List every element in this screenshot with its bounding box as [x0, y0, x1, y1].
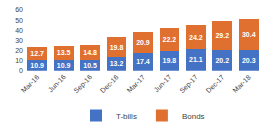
svg-text:21.1: 21.1 [189, 56, 203, 63]
svg-text:22.2: 22.2 [163, 36, 177, 43]
svg-text:10.9: 10.9 [57, 62, 71, 69]
svg-text:Bonds: Bonds [182, 112, 205, 121]
svg-text:20.9: 20.9 [136, 39, 150, 46]
svg-text:14.8: 14.8 [83, 49, 97, 56]
svg-text:17.4: 17.4 [136, 58, 150, 65]
svg-text:30.4: 30.4 [242, 31, 256, 38]
svg-text:20.3: 20.3 [242, 57, 256, 64]
svg-text:40: 40 [15, 27, 23, 34]
svg-text:Jun-16: Jun-16 [47, 73, 67, 93]
svg-text:Mar-18: Mar-18 [231, 73, 252, 94]
svg-text:Dec-16: Dec-16 [99, 73, 120, 94]
svg-text:T-bills: T-bills [116, 112, 137, 121]
svg-text:19.8: 19.8 [163, 57, 177, 64]
svg-text:Mar-17: Mar-17 [126, 73, 147, 94]
svg-text:50: 50 [15, 17, 23, 24]
svg-text:30: 30 [15, 37, 23, 44]
svg-text:60: 60 [15, 6, 23, 13]
svg-text:13.2: 13.2 [110, 60, 124, 67]
svg-text:10.9: 10.9 [30, 62, 44, 69]
svg-text:10.5: 10.5 [83, 62, 97, 69]
svg-text:20.2: 20.2 [215, 57, 229, 64]
svg-text:Sep-17: Sep-17 [178, 73, 200, 95]
svg-text:Dec-17: Dec-17 [205, 73, 226, 94]
svg-text:Mar-16: Mar-16 [20, 73, 41, 94]
svg-text:0: 0 [19, 67, 23, 74]
svg-text:10: 10 [15, 57, 23, 64]
svg-text:24.2: 24.2 [189, 34, 203, 41]
svg-text:12.7: 12.7 [30, 50, 44, 57]
svg-text:Sep-16: Sep-16 [72, 73, 94, 95]
svg-text:19.8: 19.8 [110, 44, 124, 51]
svg-text:20: 20 [15, 47, 23, 54]
svg-text:29.2: 29.2 [215, 32, 229, 39]
svg-text:13.5: 13.5 [57, 49, 71, 56]
svg-text:Jun-17: Jun-17 [153, 73, 173, 93]
